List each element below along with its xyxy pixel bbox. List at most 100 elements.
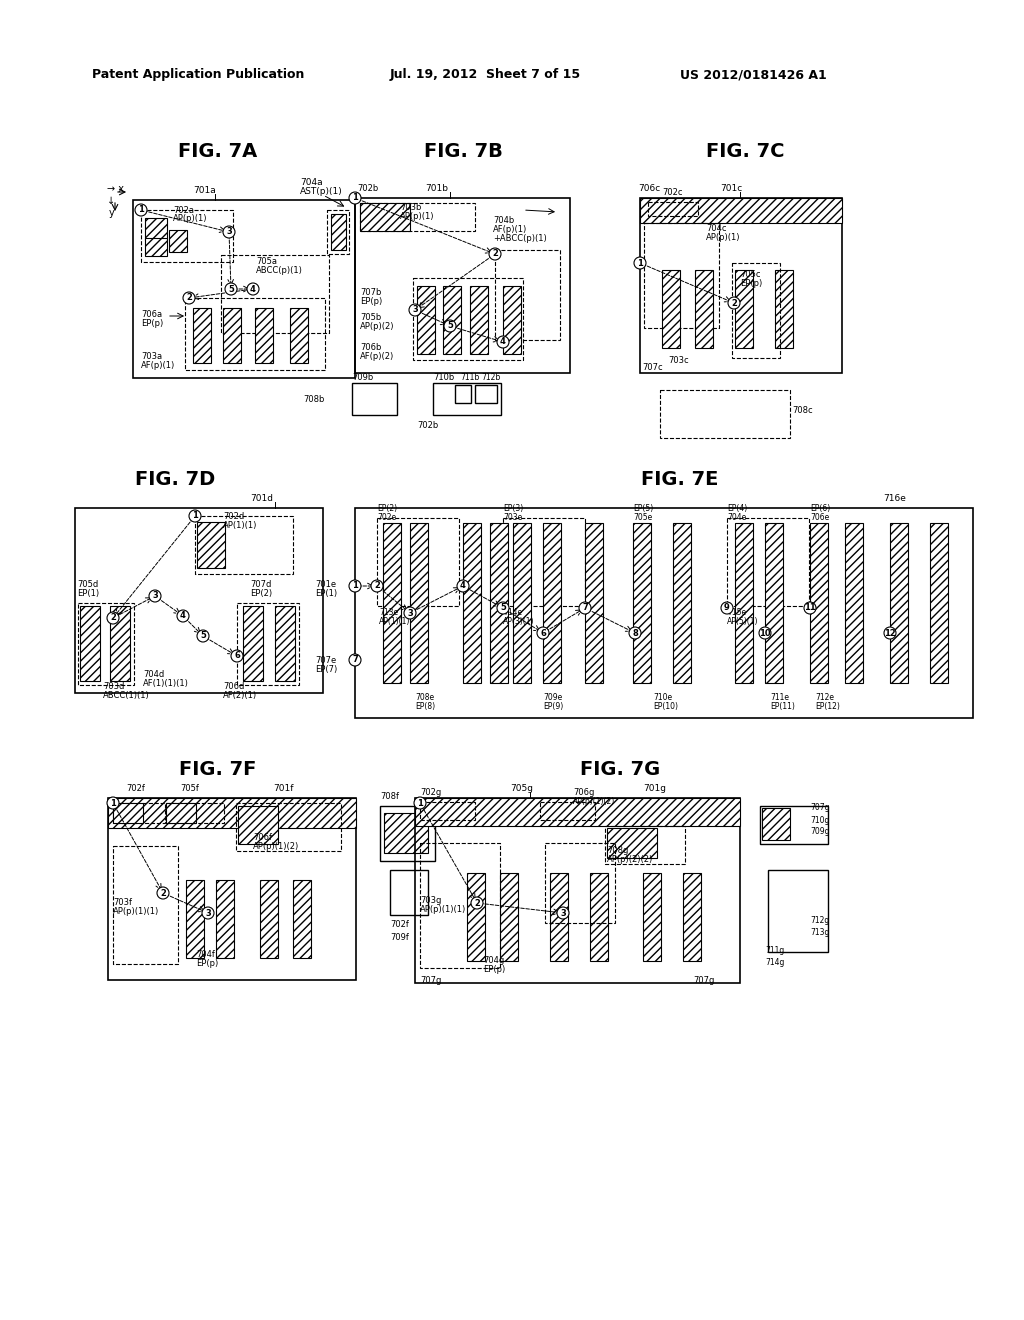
Bar [590, 873, 608, 961]
Text: 2: 2 [160, 888, 166, 898]
Bar [166, 803, 196, 822]
Text: 702e: 702e [377, 513, 396, 521]
Text: 707c: 707c [642, 363, 663, 372]
Text: 713g: 713g [810, 928, 829, 937]
Circle shape [177, 610, 189, 622]
Bar [420, 803, 475, 820]
Bar [415, 799, 740, 983]
Text: EP(2): EP(2) [250, 589, 272, 598]
Circle shape [247, 282, 259, 294]
Text: AP(1)(1): AP(1)(1) [223, 521, 257, 531]
Text: 702g: 702g [420, 788, 441, 797]
Text: AP(p)(1)(1): AP(p)(1)(1) [420, 906, 466, 913]
Bar [113, 803, 165, 822]
Text: AF(p)(1): AF(p)(1) [141, 360, 175, 370]
Bar [550, 873, 568, 961]
Bar [683, 873, 701, 961]
Text: 707g: 707g [420, 975, 441, 985]
Text: 5: 5 [200, 631, 206, 640]
Text: 2: 2 [474, 899, 480, 908]
Text: AP(3)(1): AP(3)(1) [503, 616, 535, 626]
Bar [145, 238, 167, 256]
Bar [540, 803, 595, 820]
Text: +ABCC(p)(1): +ABCC(p)(1) [493, 234, 547, 243]
Bar [467, 873, 485, 961]
Bar [78, 603, 134, 685]
Circle shape [497, 602, 509, 614]
Text: 709b: 709b [352, 374, 374, 381]
Text: 710e: 710e [653, 693, 672, 702]
Text: 702f: 702f [126, 784, 144, 793]
Text: Patent Application Publication: Patent Application Publication [92, 69, 304, 81]
Circle shape [557, 907, 569, 919]
Text: ↓: ↓ [106, 195, 115, 206]
Text: 703g: 703g [420, 896, 441, 906]
Text: EP(p): EP(p) [740, 279, 762, 288]
Text: EP(10): EP(10) [653, 702, 678, 711]
Text: 705e: 705e [633, 513, 652, 521]
Text: 4: 4 [180, 611, 186, 620]
Text: EP(p): EP(p) [483, 965, 505, 974]
Circle shape [189, 510, 201, 521]
Circle shape [106, 797, 119, 809]
Text: 704d: 704d [143, 671, 164, 678]
Text: 715e: 715e [727, 609, 746, 616]
Text: 704f: 704f [196, 950, 215, 960]
Text: 707e: 707e [315, 656, 336, 665]
Circle shape [804, 602, 816, 614]
Text: 12: 12 [884, 628, 896, 638]
Text: 703c: 703c [668, 356, 688, 366]
Bar [433, 383, 501, 414]
Bar [413, 279, 523, 360]
Text: 3: 3 [408, 609, 413, 618]
Text: 708e: 708e [415, 693, 434, 702]
Text: EP(6): EP(6) [810, 504, 830, 513]
Text: AP(p)(1): AP(p)(1) [706, 234, 740, 242]
Text: FIG. 7B: FIG. 7B [424, 143, 503, 161]
Text: 702b: 702b [417, 421, 438, 430]
Circle shape [231, 649, 243, 663]
Circle shape [223, 226, 234, 238]
Bar [633, 523, 651, 682]
Bar [605, 826, 685, 865]
Text: 1: 1 [193, 511, 198, 520]
Bar [236, 803, 341, 851]
Text: EP(1): EP(1) [77, 589, 99, 598]
Text: EP(8): EP(8) [415, 702, 435, 711]
Text: 3: 3 [412, 305, 418, 314]
Text: 703f: 703f [113, 898, 132, 907]
Circle shape [183, 292, 195, 304]
Text: AF(1)(1)(1): AF(1)(1)(1) [143, 678, 188, 688]
Circle shape [471, 898, 483, 909]
Text: 8: 8 [632, 628, 638, 638]
Text: 702f: 702f [390, 920, 409, 929]
Text: 702a: 702a [173, 206, 194, 215]
Text: 712e: 712e [815, 693, 834, 702]
Text: 709f: 709f [390, 933, 409, 942]
Text: AP(5)(1): AP(5)(1) [727, 616, 759, 626]
Text: 706b: 706b [360, 343, 381, 352]
Bar [543, 523, 561, 682]
Text: 2: 2 [110, 614, 116, 623]
Text: AP(1)(1): AP(1)(1) [379, 616, 411, 626]
Bar [383, 523, 401, 682]
Bar [673, 523, 691, 682]
Text: 708b: 708b [303, 395, 325, 404]
Bar [760, 807, 828, 843]
Circle shape [634, 257, 646, 269]
Bar [238, 807, 278, 843]
Text: EP(9): EP(9) [543, 702, 563, 711]
Bar [110, 606, 130, 681]
Bar [644, 223, 719, 327]
Bar [113, 846, 178, 964]
Text: 709g: 709g [810, 828, 829, 836]
Bar [890, 523, 908, 682]
Bar [275, 606, 295, 681]
Text: 1: 1 [110, 799, 116, 808]
Bar [80, 606, 100, 681]
Text: 701d: 701d [250, 494, 273, 503]
Text: 9: 9 [724, 603, 730, 612]
Bar [223, 308, 241, 363]
Bar [735, 271, 753, 348]
Bar [417, 286, 435, 354]
